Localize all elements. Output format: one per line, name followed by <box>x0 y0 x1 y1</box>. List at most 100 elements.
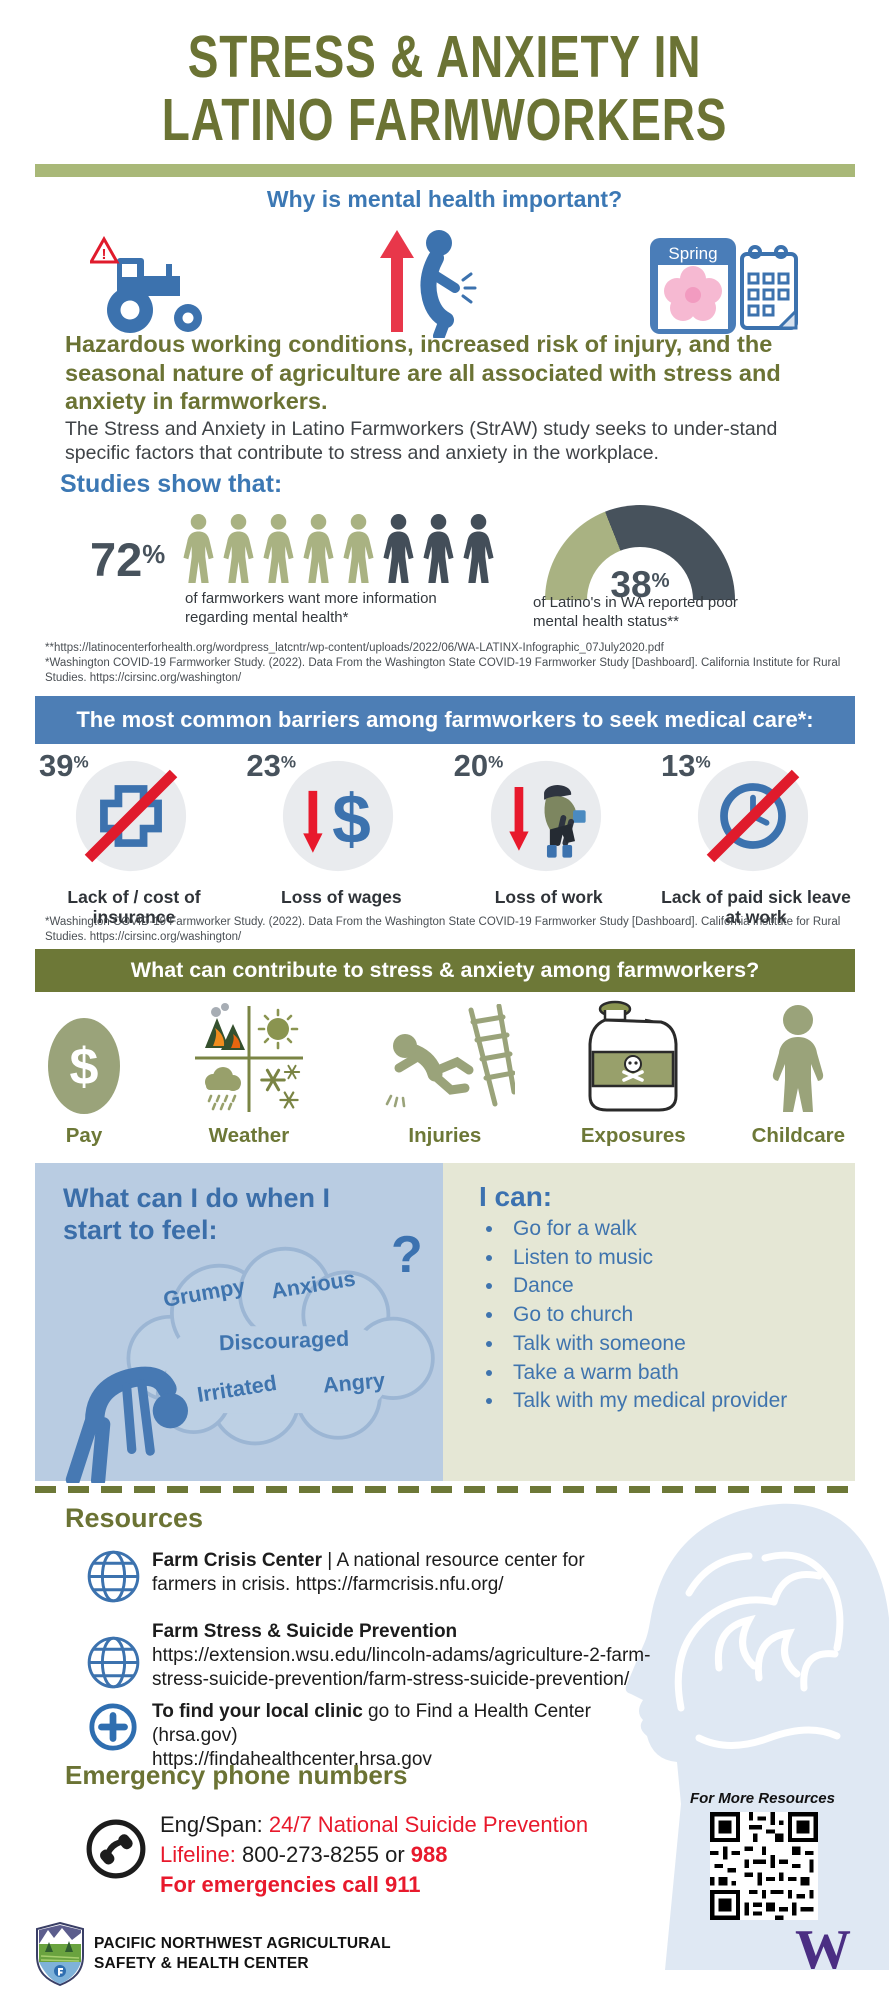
ican-item: Take a warm bath <box>505 1359 835 1387</box>
loss-of-wages-icon: $ <box>283 760 394 872</box>
ican-list: Go for a walk Listen to music Dance Go t… <box>465 1215 835 1416</box>
stat-38-value: 38% <box>610 564 670 605</box>
feelings-box: What can I do when I start to feel: ? Gr… <box>35 1163 443 1483</box>
ican-box: I can: Go for a walk Listen to music Dan… <box>443 1163 855 1481</box>
barrier-label: Loss of wages <box>281 887 402 907</box>
contributor-childcare: Childcare <box>752 1004 845 1148</box>
why-icon-row: ! Spring <box>90 228 800 338</box>
ican-item: Go for a walk <box>505 1215 835 1243</box>
stat-38-caption: of Latino's in WA reported poor mental h… <box>533 594 738 630</box>
resource-desc: | A national resource center for farmers… <box>152 1550 585 1595</box>
person-icon <box>303 514 334 583</box>
contributor-label: Exposures <box>580 1124 686 1147</box>
footnote-latinx: **https://latinocenterforhealth.org/word… <box>45 642 664 654</box>
barrier-label: Lack of paid sick leave at work <box>661 887 851 928</box>
pnash-logo <box>36 1922 84 1986</box>
resource-clinic: To find your local clinic go to Find a H… <box>152 1700 652 1771</box>
barriers-banner: The most common barriers among farmworke… <box>35 696 855 744</box>
barrier-insurance: 39% Lack of / cost of insurance <box>35 748 233 928</box>
why-heading: Why is mental health important? <box>266 186 623 212</box>
stat-72-caption: of farmworkers want more information reg… <box>185 590 437 626</box>
page-title: STRESS & ANXIETY IN LATINO FARMWORKERS <box>0 26 889 151</box>
org-name: PACIFIC NORTHWEST AGRICULTURAL SAFETY & … <box>94 1934 391 1974</box>
ican-item: Dance <box>505 1272 835 1300</box>
tractor-warning-icon: ! <box>90 236 202 333</box>
ican-heading: I can: <box>479 1181 553 1212</box>
dashed-divider <box>35 1486 855 1493</box>
barrier-percent: 39% <box>39 748 89 783</box>
person-icon <box>383 514 414 583</box>
question-mark: ? <box>391 1226 423 1284</box>
straw-study-text: The Stress and Anxiety in Latino Farmwor… <box>65 418 778 464</box>
barrier-percent: 23% <box>246 748 296 783</box>
calendar-season-label: Spring <box>668 244 717 263</box>
pay-icon: $ <box>48 1018 120 1114</box>
spring-calendar-icon: Spring <box>650 238 798 334</box>
globe-icon <box>87 1550 140 1603</box>
emergency-line2: Lifeline: 800-273-8255 or 988 <box>160 1841 448 1867</box>
barrier-sick-leave: 13% Lack of paid sick leave at work <box>657 748 855 928</box>
title-divider <box>35 164 855 177</box>
no-sick-leave-icon <box>697 760 809 872</box>
resource-url: https://extension.wsu.edu/lincoln-adams/… <box>152 1644 651 1690</box>
back-pain-icon <box>380 230 477 338</box>
brain-background-illustration <box>625 1503 889 1970</box>
contributor-exposures: Exposures <box>581 1000 686 1148</box>
emergency-line1: Eng/Span: 24/7 National Suicide Preventi… <box>160 1812 589 1837</box>
resource-desc: go to Find a Health Center (hrsa.gov) <box>152 1701 591 1746</box>
contributor-pay: $ Pay <box>45 1016 123 1148</box>
contributor-label: Weather <box>208 1124 290 1147</box>
emergency-text: Eng/Span: 24/7 National Suicide Preventi… <box>160 1810 640 1900</box>
svg-text:$: $ <box>333 780 372 858</box>
person-icon <box>423 514 454 583</box>
barriers-row: 39% Lack of / cost of insurance 23% $ Lo… <box>35 748 855 928</box>
ican-item: Go to church <box>505 1301 835 1329</box>
person-icon <box>183 514 214 583</box>
resource-farm-stress: Farm Stress & Suicide Prevention https://… <box>152 1620 652 1691</box>
barrier-label: Lack of / cost of insurance <box>67 887 201 928</box>
resource-title: Farm Stress & Suicide Prevention <box>152 1621 458 1642</box>
injuries-icon <box>385 1004 515 1108</box>
no-insurance-icon <box>75 760 187 872</box>
gauge-38: 38% <box>545 505 735 605</box>
barrier-percent: 20% <box>453 748 504 783</box>
contributors-row: $ Pay <box>45 998 845 1148</box>
resource-title: Farm Crisis Center <box>152 1550 323 1571</box>
stat-72-value: 72% <box>90 533 166 586</box>
dejected-person-icon <box>65 1366 188 1483</box>
globe-icon <box>87 1636 140 1689</box>
org-name-line1: PACIFIC NORTHWEST AGRICULTURAL <box>94 1935 391 1952</box>
emergency-heading: Emergency phone numbers <box>65 1760 408 1790</box>
dollar-symbol: $ <box>70 1038 99 1096</box>
ican-item: Listen to music <box>505 1244 835 1272</box>
resource-farm-crisis: Farm Crisis Center | A national resource… <box>152 1549 602 1597</box>
ican-item: Talk with my medical provider <box>505 1387 835 1415</box>
phone-icon <box>86 1819 146 1879</box>
more-resources-label: For More Resources <box>689 1790 835 1807</box>
health-plus-icon <box>89 1703 137 1751</box>
resource-title: To find your local clinic <box>152 1701 363 1722</box>
footnote-covid-study: *Washington COVID-19 Farmworker Study. (… <box>45 657 841 685</box>
weather-icon <box>194 1003 303 1112</box>
people-pictogram <box>182 514 495 584</box>
why-bold-statement: Hazardous working conditions, increased … <box>65 331 781 415</box>
contributors-banner: What can contribute to stress & anxiety … <box>35 949 855 992</box>
barrier-label: Loss of work <box>494 887 603 907</box>
page-title-line1: STRESS & ANXIETY IN <box>187 24 702 90</box>
barriers-footnote: *Washington COVID-19 Farmworker Study. (… <box>45 916 841 944</box>
contributor-label: Pay <box>65 1124 103 1147</box>
warning-exclamation: ! <box>102 246 107 263</box>
contributor-label: Childcare <box>751 1124 845 1147</box>
barrier-percent: 13% <box>660 748 711 783</box>
barrier-work: 20% Loss of work <box>450 748 648 927</box>
emergency-line3: For emergencies call 911 <box>160 1871 421 1897</box>
feeling-word: Discouraged <box>218 1326 350 1356</box>
contributor-weather: Weather <box>189 998 309 1148</box>
resource-url: https://findahealthcenter.hrsa.gov <box>152 1748 432 1770</box>
person-icon <box>263 514 294 583</box>
loss-of-work-icon <box>490 760 601 872</box>
page-title-line2: LATINO FARMWORKERS <box>161 86 728 153</box>
exposures-icon <box>588 1000 678 1112</box>
contributor-injuries: Injuries <box>375 1004 515 1148</box>
